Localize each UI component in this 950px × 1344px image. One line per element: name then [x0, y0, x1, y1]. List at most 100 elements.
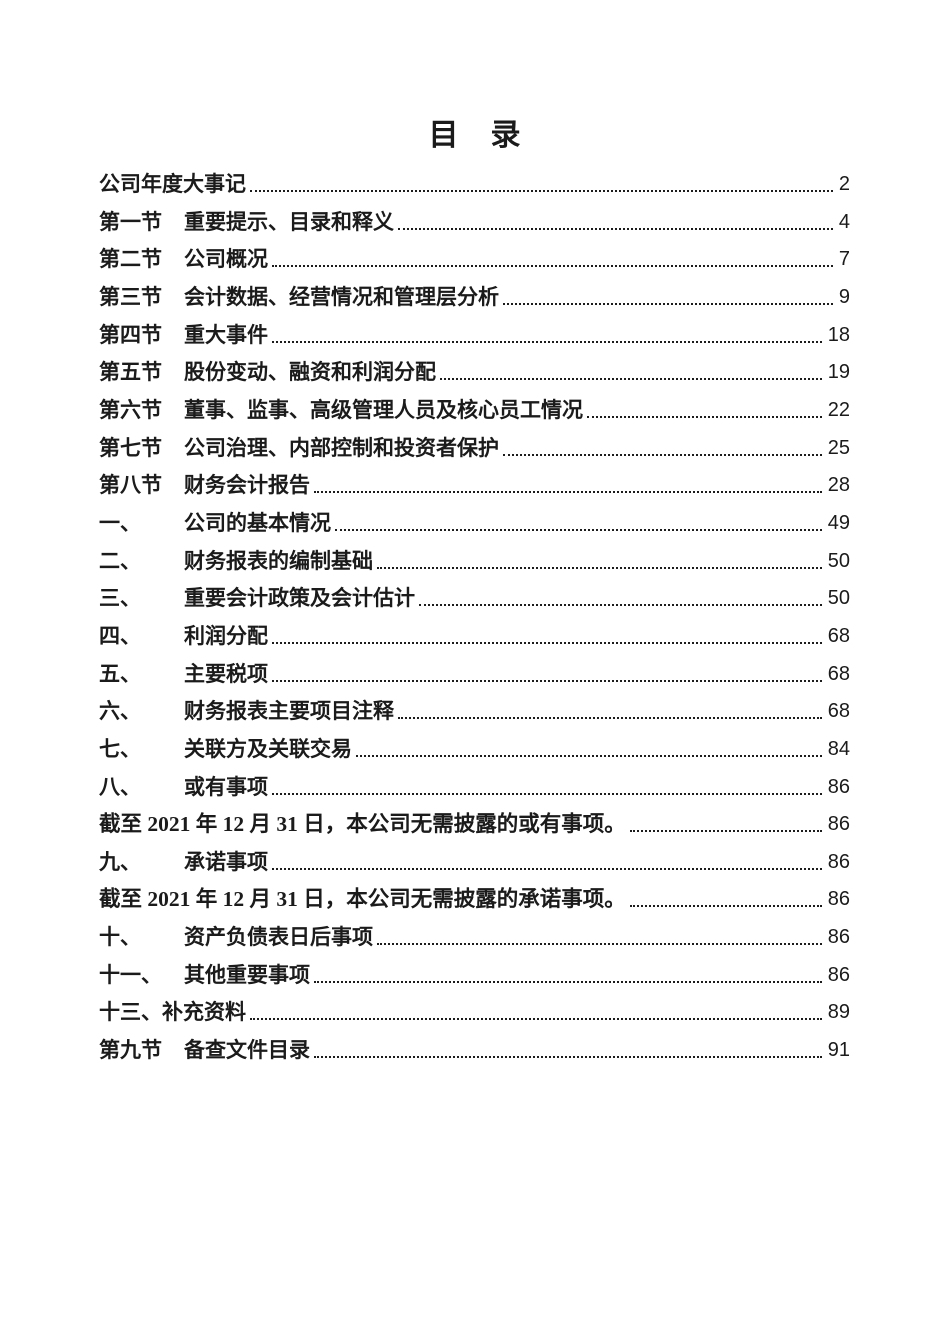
- toc-entry-page: 22: [827, 398, 850, 421]
- toc-entry-label: 六、: [99, 700, 141, 724]
- toc-entry-title: 或有事项: [184, 775, 268, 799]
- toc-entry-title: 会计数据、经营情况和管理层分析: [184, 285, 499, 309]
- toc-entry-label: 九、: [99, 850, 141, 874]
- dot-leader: [503, 430, 822, 456]
- toc-entry[interactable]: 三、 重要会计政策及会计估计 50: [99, 580, 850, 618]
- dot-leader: [272, 844, 822, 870]
- dot-leader: [419, 580, 822, 607]
- toc-entry-title: 承诺事项: [184, 850, 268, 874]
- toc-entry-page: 86: [827, 850, 850, 873]
- toc-entry-title: 资产负债表日后事项: [184, 926, 373, 950]
- toc-entry-label: 第七节: [99, 436, 162, 460]
- dot-leader: [272, 317, 822, 343]
- toc-entry-title: 备查文件目录: [184, 1039, 310, 1063]
- toc-entry[interactable]: 截至 2021 年 12 月 31 日，本公司无需披露的或有事项。 86: [99, 806, 850, 844]
- toc-entry-page: 28: [827, 474, 850, 497]
- toc-entry-title: 利润分配: [184, 624, 268, 648]
- toc-entry-title: 财务会计报告: [184, 474, 310, 498]
- toc-entry[interactable]: 第四节 重大事件 18: [99, 317, 850, 355]
- toc-entry[interactable]: 九、 承诺事项 86: [99, 844, 850, 882]
- toc-entry[interactable]: 第三节 会计数据、经营情况和管理层分析 9: [99, 279, 850, 317]
- dot-leader: [250, 166, 833, 192]
- toc-entry[interactable]: 十、 资产负债表日后事项 86: [99, 919, 850, 957]
- toc-entry-title: 重要会计政策及会计估计: [184, 587, 415, 611]
- dot-leader: [272, 656, 822, 682]
- toc-entry-label: 二、: [99, 549, 141, 573]
- toc-entry-label: 四、: [99, 624, 141, 648]
- toc-entry-label: 第二节: [99, 248, 162, 272]
- toc-list: 公司年度大事记 2 第一节 重要提示、目录和释义 4 第二节 公司概况 7 第三…: [99, 166, 850, 1070]
- toc-entry-title: 十三、补充资料: [99, 1001, 246, 1025]
- toc-entry[interactable]: 六、 财务报表主要项目注释 68: [99, 693, 850, 731]
- toc-entry-page: 18: [827, 323, 850, 346]
- toc-entry-label: 第八节: [99, 474, 162, 498]
- toc-entry-label: 第六节: [99, 398, 162, 422]
- toc-entry-label: 七、: [99, 737, 141, 761]
- toc-entry[interactable]: 公司年度大事记 2: [99, 166, 850, 204]
- toc-entry-label: 十、: [99, 926, 141, 950]
- dot-leader: [314, 1032, 822, 1059]
- toc-entry[interactable]: 七、 关联方及关联交易 84: [99, 731, 850, 769]
- toc-entry-title: 公司治理、内部控制和投资者保护: [184, 436, 499, 460]
- dot-leader: [314, 957, 822, 983]
- toc-entry-label: 第五节: [99, 361, 162, 385]
- toc-entry-page: 4: [838, 210, 850, 233]
- dot-leader: [250, 994, 822, 1021]
- dot-leader: [272, 769, 822, 795]
- toc-entry-label: 五、: [99, 662, 141, 686]
- toc-entry-page: 50: [827, 587, 850, 610]
- toc-entry-page: 19: [827, 361, 850, 384]
- dot-leader: [398, 204, 833, 230]
- dot-leader: [377, 919, 822, 946]
- toc-entry[interactable]: 一、 公司的基本情况 49: [99, 505, 850, 543]
- toc-entry-label: 八、: [99, 775, 141, 799]
- toc-entry-label: 第九节: [99, 1039, 162, 1063]
- toc-entry[interactable]: 十一、 其他重要事项 86: [99, 957, 850, 995]
- toc-entry[interactable]: 第七节 公司治理、内部控制和投资者保护 25: [99, 430, 850, 468]
- toc-entry[interactable]: 第二节 公司概况 7: [99, 241, 850, 279]
- toc-entry-page: 68: [827, 700, 850, 723]
- toc-entry[interactable]: 第一节 重要提示、目录和释义 4: [99, 204, 850, 242]
- toc-entry[interactable]: 四、 利润分配 68: [99, 618, 850, 656]
- toc-entry-page: 50: [827, 549, 850, 572]
- dot-leader: [629, 806, 822, 833]
- toc-entry[interactable]: 第八节 财务会计报告 28: [99, 467, 850, 505]
- dot-leader: [335, 505, 822, 531]
- toc-entry-label: 第四节: [99, 323, 162, 347]
- toc-entry-label: 三、: [99, 587, 141, 611]
- toc-entry-title: 公司年度大事记: [99, 173, 246, 196]
- toc-entry-title: 重要提示、目录和释义: [184, 210, 394, 234]
- dot-leader: [314, 467, 822, 494]
- dot-leader: [503, 279, 833, 305]
- toc-entry-title: 公司概况: [184, 248, 268, 272]
- toc-entry-page: 25: [827, 436, 850, 459]
- toc-entry[interactable]: 八、 或有事项 86: [99, 769, 850, 807]
- toc-entry-page: 86: [827, 963, 850, 986]
- toc-entry-title: 财务报表主要项目注释: [184, 700, 394, 724]
- toc-entry-title: 公司的基本情况: [184, 511, 331, 535]
- toc-entry-title: 截至 2021 年 12 月 31 日，本公司无需披露的或有事项。: [99, 812, 626, 837]
- dot-leader: [587, 392, 822, 418]
- toc-entry[interactable]: 十三、补充资料 89: [99, 994, 850, 1032]
- toc-entry-page: 68: [827, 662, 850, 685]
- toc-entry-page: 89: [827, 1001, 850, 1024]
- toc-entry-title: 其他重要事项: [184, 963, 310, 987]
- dot-leader: [356, 731, 822, 757]
- toc-entry-label: 一、: [99, 511, 141, 535]
- toc-entry[interactable]: 截至 2021 年 12 月 31 日，本公司无需披露的承诺事项。 86: [99, 881, 850, 919]
- toc-entry-page: 86: [827, 775, 850, 798]
- page-title: 目 录: [428, 119, 522, 152]
- toc-entry-title: 截至 2021 年 12 月 31 日，本公司无需披露的承诺事项。: [99, 887, 626, 912]
- toc-entry-title: 重大事件: [184, 323, 268, 347]
- toc-entry-page: 49: [827, 511, 850, 534]
- toc-entry[interactable]: 第六节 董事、监事、高级管理人员及核心员工情况 22: [99, 392, 850, 430]
- toc-entry[interactable]: 五、 主要税项 68: [99, 656, 850, 694]
- toc-entry[interactable]: 第九节 备查文件目录 91: [99, 1032, 850, 1070]
- toc-entry-title: 主要税项: [184, 662, 268, 686]
- toc-entry-page: 68: [827, 624, 850, 647]
- toc-entry-page: 2: [838, 173, 850, 195]
- toc-entry[interactable]: 二、 财务报表的编制基础 50: [99, 543, 850, 581]
- toc-entry[interactable]: 第五节 股份变动、融资和利润分配 19: [99, 354, 850, 392]
- toc-entry-title: 财务报表的编制基础: [184, 549, 373, 573]
- toc-entry-title: 董事、监事、高级管理人员及核心员工情况: [184, 398, 583, 422]
